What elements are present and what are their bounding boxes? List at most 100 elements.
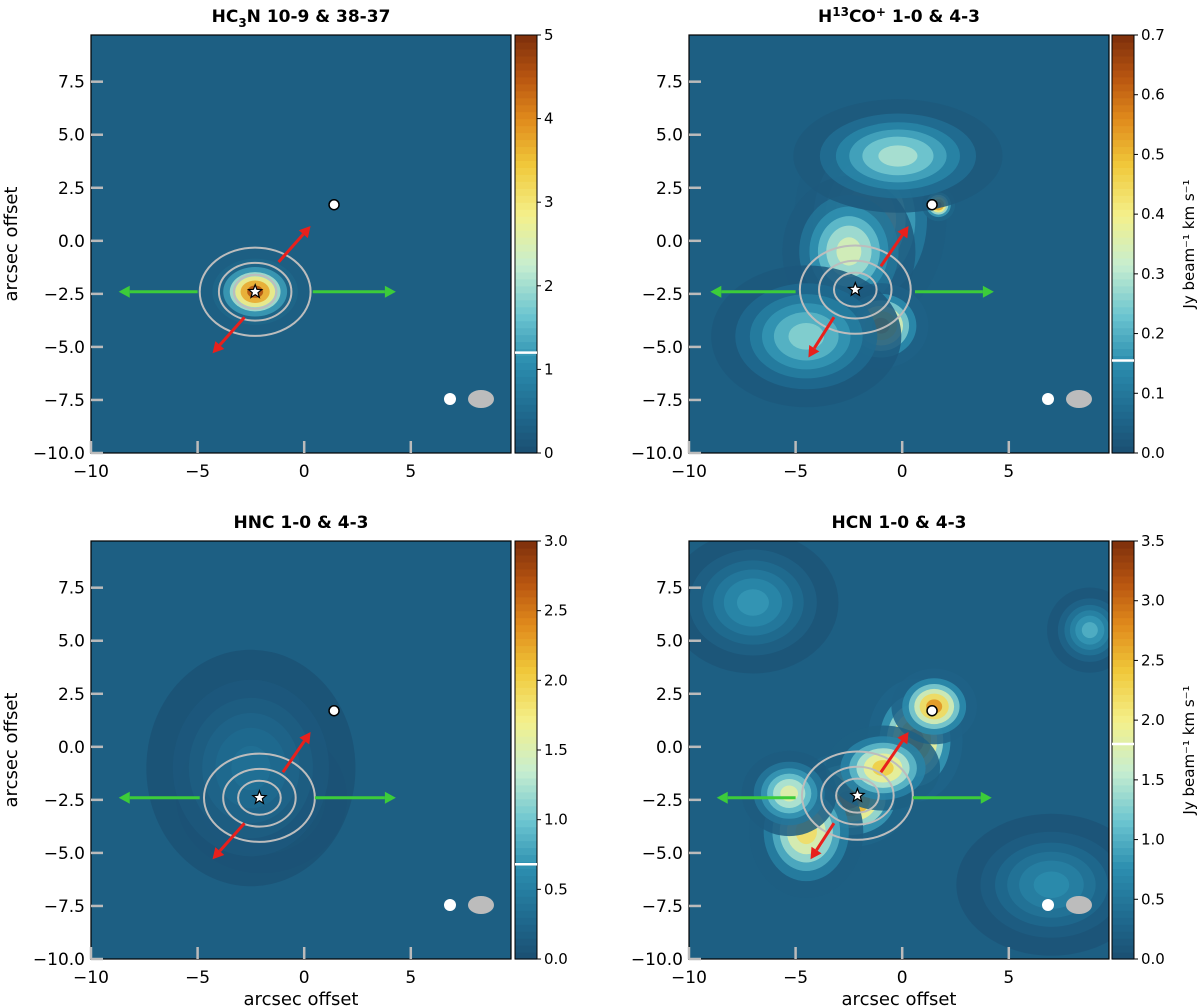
colorbar-segment — [515, 903, 537, 911]
colorbar-segment — [1112, 390, 1134, 398]
colorbar-segment — [1112, 48, 1134, 57]
colorbar-tick-label: 0.4 — [1141, 205, 1165, 223]
colorbar-segment — [1112, 195, 1134, 203]
colorbar-segment — [515, 174, 537, 182]
red-outflow-arrow-head — [299, 731, 311, 745]
red-outflow-arrow-head — [298, 225, 311, 239]
colorbar-segment — [1112, 784, 1134, 793]
x-tick-label: −10 — [671, 462, 707, 482]
colorbar-segment — [515, 687, 537, 695]
colorbar-segment — [515, 652, 537, 661]
colorbar-segment — [1112, 257, 1134, 266]
colorbar-segment — [1112, 729, 1134, 737]
x-tick-label: −5 — [783, 462, 808, 482]
source-marker — [926, 704, 938, 717]
beam-large — [468, 390, 494, 408]
colorbar-segment — [1112, 896, 1134, 904]
y-axis-label: arcsec offset — [1, 187, 22, 302]
colorbar-segment — [1112, 348, 1134, 357]
red-outflow-arrow-head — [897, 225, 909, 239]
colorbar-segment — [515, 561, 537, 570]
emission-map — [689, 541, 1109, 959]
colorbar-segment — [515, 784, 537, 793]
colorbar-segment — [515, 104, 537, 113]
emission-map — [91, 541, 511, 959]
colorbar-segment — [1112, 708, 1134, 716]
colorbar-segment — [515, 55, 537, 64]
y-tick-label: −2.5 — [44, 285, 85, 305]
colorbar-segment — [1112, 722, 1134, 730]
y-tick-label: 7.5 — [656, 579, 683, 599]
colorbar-segment — [515, 659, 537, 667]
colorbar-segment — [515, 568, 537, 577]
y-tick-label: 7.5 — [58, 73, 85, 93]
colorbar-tick-label: 4 — [544, 110, 554, 128]
colorbar-segment — [515, 694, 537, 702]
green-outflow-arrow-head — [118, 285, 130, 298]
colorbar-segment — [515, 617, 537, 626]
y-tick-label: 2.5 — [656, 179, 683, 199]
colorbar-tick-label: 2.0 — [544, 671, 568, 689]
star-marker — [846, 280, 864, 297]
green-outflow-arrow-head — [118, 791, 130, 804]
y-axis-label: arcsec offset — [1, 693, 22, 808]
colorbar-segment — [1112, 610, 1134, 619]
source-marker — [328, 704, 340, 717]
colorbar-segment — [1112, 568, 1134, 577]
colorbar-segment — [515, 938, 537, 946]
beam-large — [468, 896, 494, 914]
colorbar-segment — [1112, 41, 1134, 50]
colorbar-segment — [515, 889, 537, 897]
colorbar-segment — [515, 750, 537, 758]
colorbar-segment — [515, 805, 537, 814]
colorbar-segment — [1112, 439, 1134, 447]
colorbar-segment — [515, 729, 537, 737]
colorbar-segment — [515, 819, 537, 828]
colorbar-frame — [514, 34, 538, 454]
colorbar-segment — [1112, 673, 1134, 681]
colorbar-segment — [515, 952, 537, 960]
colorbar-segment — [515, 798, 537, 807]
colorbar-segment — [1112, 882, 1134, 890]
colorbar-segment — [1112, 244, 1134, 252]
colorbar-segment — [515, 547, 537, 556]
star-marker — [849, 786, 866, 803]
colorbar-segment — [515, 631, 537, 640]
y-tick-label: 0.0 — [656, 738, 683, 758]
colorbar-segment — [515, 285, 537, 294]
colorbar-segment — [515, 181, 537, 189]
colorbar-tick-label: 3.5 — [1141, 532, 1165, 550]
colorbar-segment — [1112, 341, 1134, 350]
colorbar-segment — [515, 111, 537, 120]
colorbar-segment — [515, 76, 537, 85]
colorbar-segment — [1112, 875, 1134, 883]
colorbar-segment — [1112, 868, 1134, 876]
colorbar-tick-label: 0.5 — [544, 880, 568, 898]
colorbar-segment — [515, 840, 537, 849]
colorbar-segment — [1112, 250, 1134, 259]
y-tick-label: 0.0 — [58, 738, 85, 758]
contour-line — [237, 779, 282, 816]
beam-large — [1066, 896, 1092, 914]
colorbar-segment — [1112, 561, 1134, 570]
x-tick-label: 0 — [897, 968, 908, 988]
contour-line — [202, 752, 316, 843]
star-marker — [246, 283, 264, 299]
panel-3: −10 −5 0 5 −10.0 −7.5 −5.0 −2.5 0.0 2.5 5.0 7.5 HNC … — [1, 513, 568, 1008]
colorbar-segment — [1112, 770, 1134, 779]
colorbar-frame — [1111, 540, 1135, 960]
colorbar-segment — [1112, 174, 1134, 182]
colorbar-segment — [1112, 743, 1134, 751]
plot-frame — [90, 540, 512, 960]
y-tick-label: −5.0 — [44, 338, 85, 358]
red-outflow-arrow-shaft — [879, 234, 904, 268]
colorbar-segment — [515, 701, 537, 709]
colorbar-segment — [515, 715, 537, 723]
colorbar-segment — [515, 188, 537, 196]
red-outflow-arrow-shaft — [879, 740, 904, 774]
colorbar-segment — [1112, 750, 1134, 758]
colorbar-segment — [1112, 938, 1134, 946]
colorbar-segment — [1112, 617, 1134, 626]
colorbar-segment — [1112, 805, 1134, 814]
panel-title: HCN 1-0 & 4-3 — [832, 513, 967, 533]
